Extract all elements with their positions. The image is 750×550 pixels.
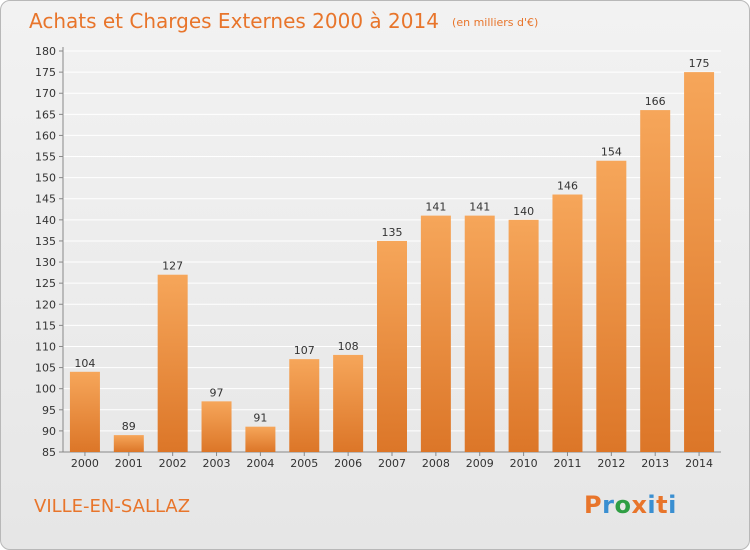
x-tick-label: 2012	[597, 457, 625, 470]
value-label-2007: 135	[382, 226, 403, 239]
value-label-2011: 146	[557, 180, 578, 193]
y-tick-label: 115	[35, 319, 56, 332]
place-name: VILLE-EN-SALLAZ	[34, 496, 191, 517]
bar-2006	[333, 354, 364, 452]
value-label-2000: 104	[74, 357, 95, 370]
value-labels: 104 89 127 97 91 107 108 135 141 141 140 146 154 166 1…	[74, 57, 709, 433]
value-label-2012: 154	[601, 146, 622, 159]
bar-2005	[289, 359, 320, 452]
y-tick-label: 175	[35, 66, 56, 79]
bar-2013	[640, 110, 671, 453]
y-tick-label: 100	[35, 383, 56, 396]
chart-title: Achats et Charges Externes 2000 à 2014 (…	[29, 9, 538, 33]
bar-2014	[684, 72, 715, 453]
bar-2007	[377, 240, 407, 452]
value-label-2005: 107	[294, 344, 315, 357]
y-tick-label: 110	[35, 340, 56, 353]
x-tick-label: 2006	[334, 457, 362, 470]
chart-title-main: Achats et Charges Externes 2000 à 2014	[29, 9, 439, 33]
proxiti-logo[interactable]: Proxiti	[584, 491, 677, 519]
logo-letter: t	[656, 491, 669, 519]
y-tick-label: 180	[35, 45, 56, 58]
bar-2003	[201, 401, 232, 452]
y-tick-label: 145	[35, 193, 56, 206]
value-label-2010: 140	[513, 205, 534, 218]
axes: 85 90 95 100 105 110 115 120 125 130 135 140 145 150 1…	[35, 45, 721, 470]
chart-title-unit: (en milliers d'€)	[452, 16, 539, 29]
y-tick-label: 125	[35, 277, 56, 290]
logo-letter: r	[602, 491, 615, 519]
y-tick-label: 140	[35, 214, 56, 227]
y-tick-label: 135	[35, 235, 56, 248]
y-tick-label: 90	[42, 425, 56, 438]
value-label-2002: 127	[162, 260, 183, 273]
x-tick-label: 2007	[378, 457, 406, 470]
y-tick-label: 155	[35, 151, 56, 164]
value-label-2008: 141	[425, 201, 446, 214]
bar-2008	[420, 215, 451, 452]
x-tick-label: 2001	[115, 457, 143, 470]
y-tick-label: 130	[35, 256, 56, 269]
x-tick-label: 2002	[159, 457, 187, 470]
logo-letter: i	[668, 491, 677, 519]
bar-2011	[552, 194, 583, 452]
logo-letter: i	[647, 491, 657, 519]
logo-letter: P	[584, 491, 603, 519]
x-tick-label: 2000	[71, 457, 99, 470]
logo-letter: x	[631, 491, 648, 519]
value-label-2001: 89	[122, 420, 136, 433]
y-tick-label: 120	[35, 298, 56, 311]
y-tick-label: 105	[35, 362, 56, 375]
value-label-2009: 141	[469, 201, 490, 214]
bar-2001	[113, 435, 144, 452]
x-tick-label: 2010	[510, 457, 538, 470]
bar-2004	[245, 426, 276, 452]
x-tick-label: 2003	[203, 457, 231, 470]
x-tick-label: 2009	[466, 457, 494, 470]
y-tick-label: 165	[35, 108, 56, 121]
x-tick-label: 2013	[641, 457, 669, 470]
value-label-2004: 91	[253, 412, 267, 425]
y-tick-label: 95	[42, 404, 56, 417]
value-label-2006: 108	[338, 340, 359, 353]
x-tick-label: 2004	[246, 457, 274, 470]
x-tick-label: 2011	[553, 457, 581, 470]
bar-2000	[69, 371, 100, 452]
bar-2002	[157, 274, 188, 452]
y-tick-label: 85	[42, 446, 56, 459]
logo-letter: o	[614, 491, 632, 519]
value-label-2014: 175	[689, 57, 710, 70]
x-tick-label: 2005	[290, 457, 318, 470]
x-tick-label: 2014	[685, 457, 713, 470]
bars	[69, 72, 715, 453]
bar-2009	[464, 215, 495, 452]
y-tick-label: 150	[35, 172, 56, 185]
y-tick-label: 170	[35, 87, 56, 100]
y-tick-label: 160	[35, 129, 56, 142]
x-tick-label: 2008	[422, 457, 450, 470]
bar-2010	[508, 219, 539, 452]
value-label-2013: 166	[645, 95, 666, 108]
bar-2012	[596, 160, 627, 452]
value-label-2003: 97	[210, 386, 224, 399]
